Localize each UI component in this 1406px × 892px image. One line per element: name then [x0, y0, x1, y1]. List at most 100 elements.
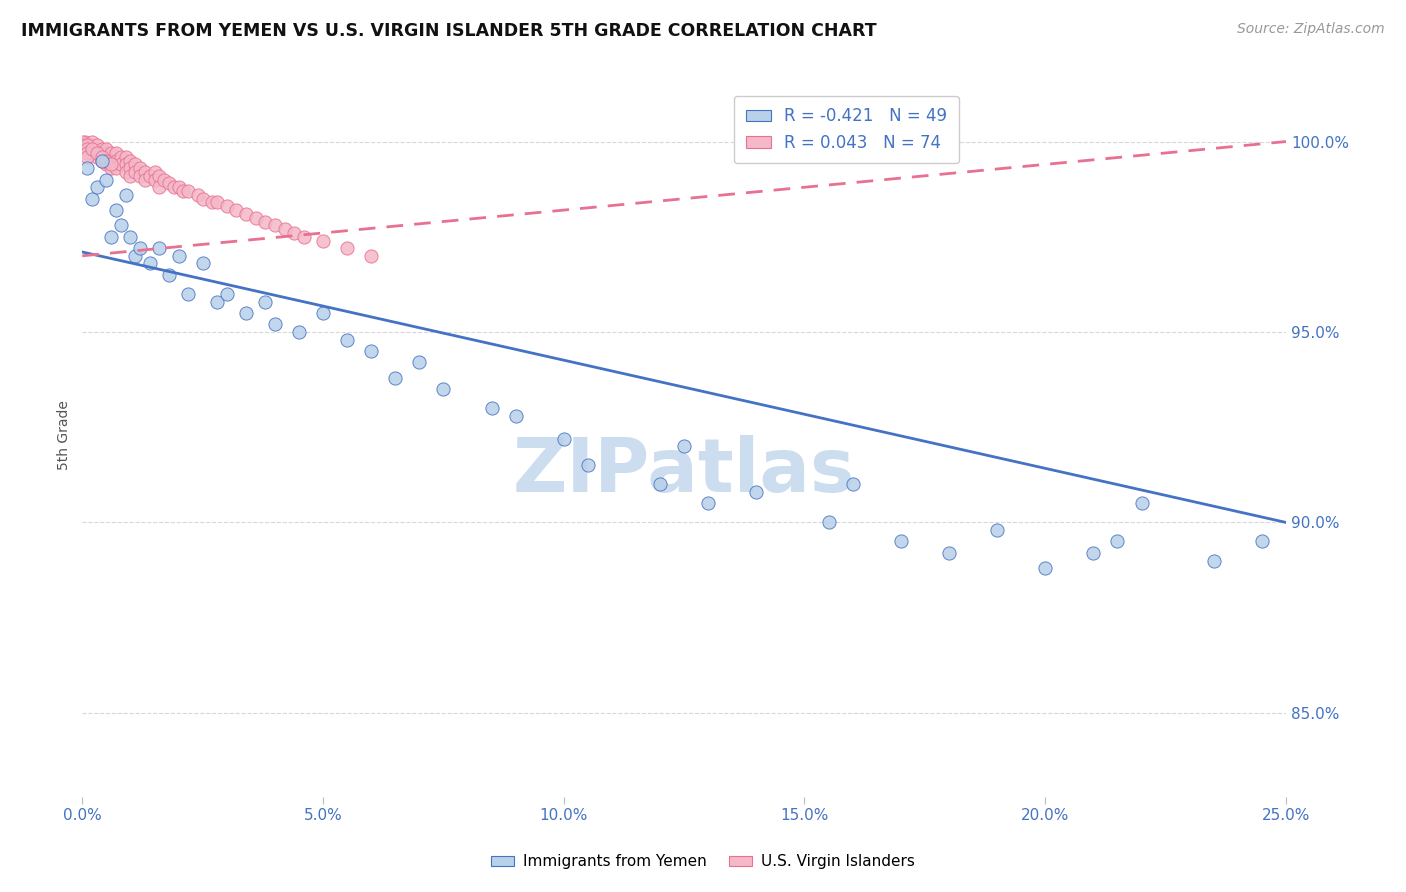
Point [90, 153, 112, 168]
Point [1130, 496, 1153, 510]
Point [384, 370, 406, 384]
Point [90, 142, 112, 156]
Point [86, 138, 108, 153]
Point [129, 169, 152, 183]
Point [143, 172, 166, 186]
Point [114, 187, 136, 202]
Point [80, 142, 103, 156]
Point [96, 142, 118, 156]
Point [86, 180, 108, 194]
Point [134, 172, 156, 186]
Point [80, 145, 103, 160]
Point [648, 477, 671, 491]
Point [312, 306, 335, 320]
Point [76, 142, 98, 156]
Point [336, 241, 359, 255]
Point [96, 157, 118, 171]
Point [153, 172, 176, 186]
Point [129, 161, 152, 176]
Text: Source: ZipAtlas.com: Source: ZipAtlas.com [1237, 22, 1385, 37]
Point [148, 180, 170, 194]
Legend: Immigrants from Yemen, U.S. Virgin Islanders: Immigrants from Yemen, U.S. Virgin Islan… [485, 848, 921, 875]
Point [90, 150, 112, 164]
Point [215, 286, 238, 301]
Point [100, 161, 122, 176]
Point [1083, 546, 1105, 560]
Point [505, 409, 527, 423]
Point [76, 142, 98, 156]
Point [157, 268, 180, 282]
Point [114, 150, 136, 164]
Point [336, 333, 359, 347]
Point [96, 153, 118, 168]
Point [76, 138, 98, 153]
Point [235, 306, 257, 320]
Point [148, 169, 170, 183]
Point [120, 229, 142, 244]
Point [73, 135, 96, 149]
Point [96, 172, 118, 186]
Point [134, 165, 156, 179]
Point [576, 458, 599, 473]
Point [100, 153, 122, 168]
Point [172, 184, 194, 198]
Point [138, 256, 160, 270]
Point [129, 241, 152, 255]
Point [553, 432, 575, 446]
Point [215, 199, 238, 213]
Point [72, 135, 94, 149]
Point [100, 157, 122, 171]
Point [120, 169, 142, 183]
Point [110, 157, 132, 171]
Point [120, 161, 142, 176]
Text: IMMIGRANTS FROM YEMEN VS U.S. VIRGIN ISLANDER 5TH GRADE CORRELATION CHART: IMMIGRANTS FROM YEMEN VS U.S. VIRGIN ISL… [21, 22, 877, 40]
Point [76, 161, 98, 176]
Point [80, 192, 103, 206]
Point [432, 382, 454, 396]
Point [79, 138, 101, 153]
Point [245, 211, 267, 225]
Point [143, 165, 166, 179]
Point [110, 219, 132, 233]
Point [1251, 534, 1274, 549]
Point [76, 150, 98, 164]
Point [1033, 561, 1056, 575]
Point [264, 318, 287, 332]
Point [177, 184, 200, 198]
Point [481, 401, 503, 416]
Point [167, 180, 190, 194]
Point [292, 229, 315, 244]
Point [890, 534, 912, 549]
Point [120, 153, 142, 168]
Point [100, 229, 122, 244]
Point [697, 496, 720, 510]
Point [360, 249, 382, 263]
Point [138, 169, 160, 183]
Point [80, 135, 103, 149]
Point [86, 145, 108, 160]
Point [86, 145, 108, 160]
Point [114, 157, 136, 171]
Point [177, 286, 200, 301]
Point [288, 325, 311, 339]
Point [124, 157, 146, 171]
Point [408, 355, 430, 369]
Point [673, 439, 696, 453]
Point [1107, 534, 1129, 549]
Point [191, 192, 214, 206]
Point [96, 150, 118, 164]
Point [360, 344, 382, 359]
Text: ZIPatlas: ZIPatlas [513, 434, 855, 508]
Point [201, 195, 224, 210]
Point [283, 226, 305, 240]
Point [157, 177, 180, 191]
Point [104, 153, 127, 168]
Point [1202, 553, 1225, 567]
Point [817, 516, 839, 530]
Point [273, 222, 295, 236]
Point [163, 180, 186, 194]
Point [191, 256, 214, 270]
Point [104, 145, 127, 160]
Point [76, 145, 98, 160]
Point [264, 219, 287, 233]
